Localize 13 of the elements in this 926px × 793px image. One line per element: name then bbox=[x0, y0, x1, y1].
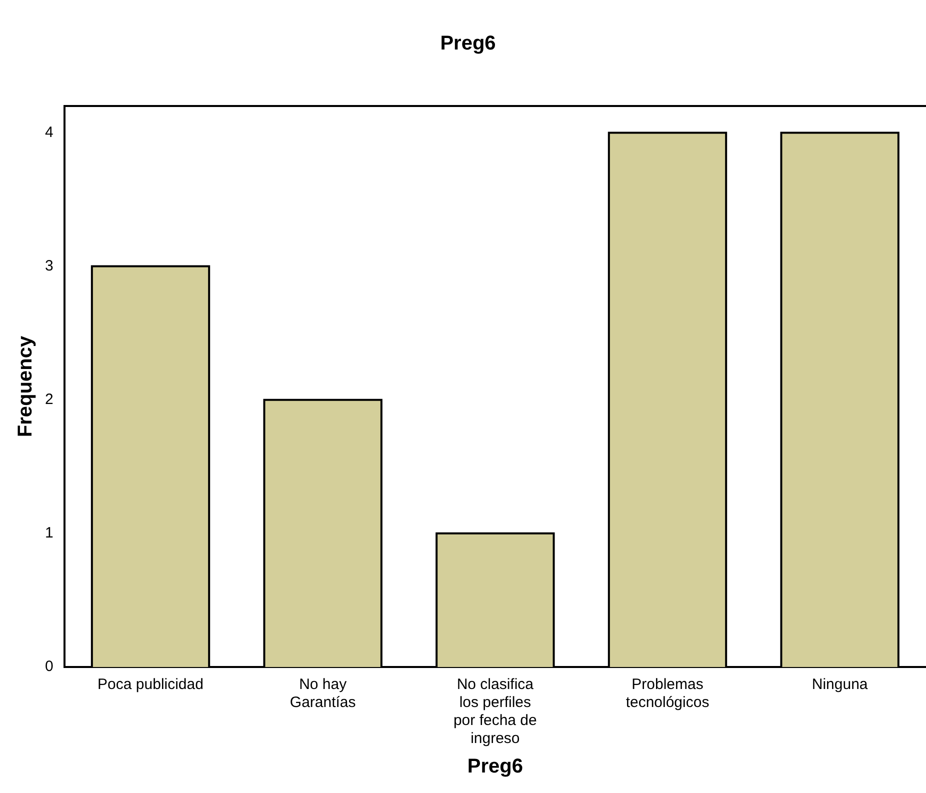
x-tick-label: Problemas tecnológicos bbox=[626, 676, 710, 712]
x-axis-title: Preg6 bbox=[467, 756, 523, 778]
y-tick-label: 2 bbox=[45, 391, 54, 408]
y-tick-label: 1 bbox=[45, 524, 54, 542]
chart-title: Preg6 bbox=[440, 32, 496, 55]
y-tick-label: 4 bbox=[45, 124, 54, 141]
y-tick-label: 0 bbox=[45, 658, 54, 676]
x-tick-label: No hay Garantías bbox=[290, 676, 356, 712]
x-tick-label: Ninguna bbox=[812, 676, 868, 694]
x-tick-label: No clasifica los perfiles por fecha de ingreso bbox=[453, 676, 537, 748]
x-tick-label: Poca publicidad bbox=[98, 676, 204, 694]
y-tick-label: 3 bbox=[45, 257, 54, 274]
y-axis-title: Frequency bbox=[14, 335, 37, 438]
